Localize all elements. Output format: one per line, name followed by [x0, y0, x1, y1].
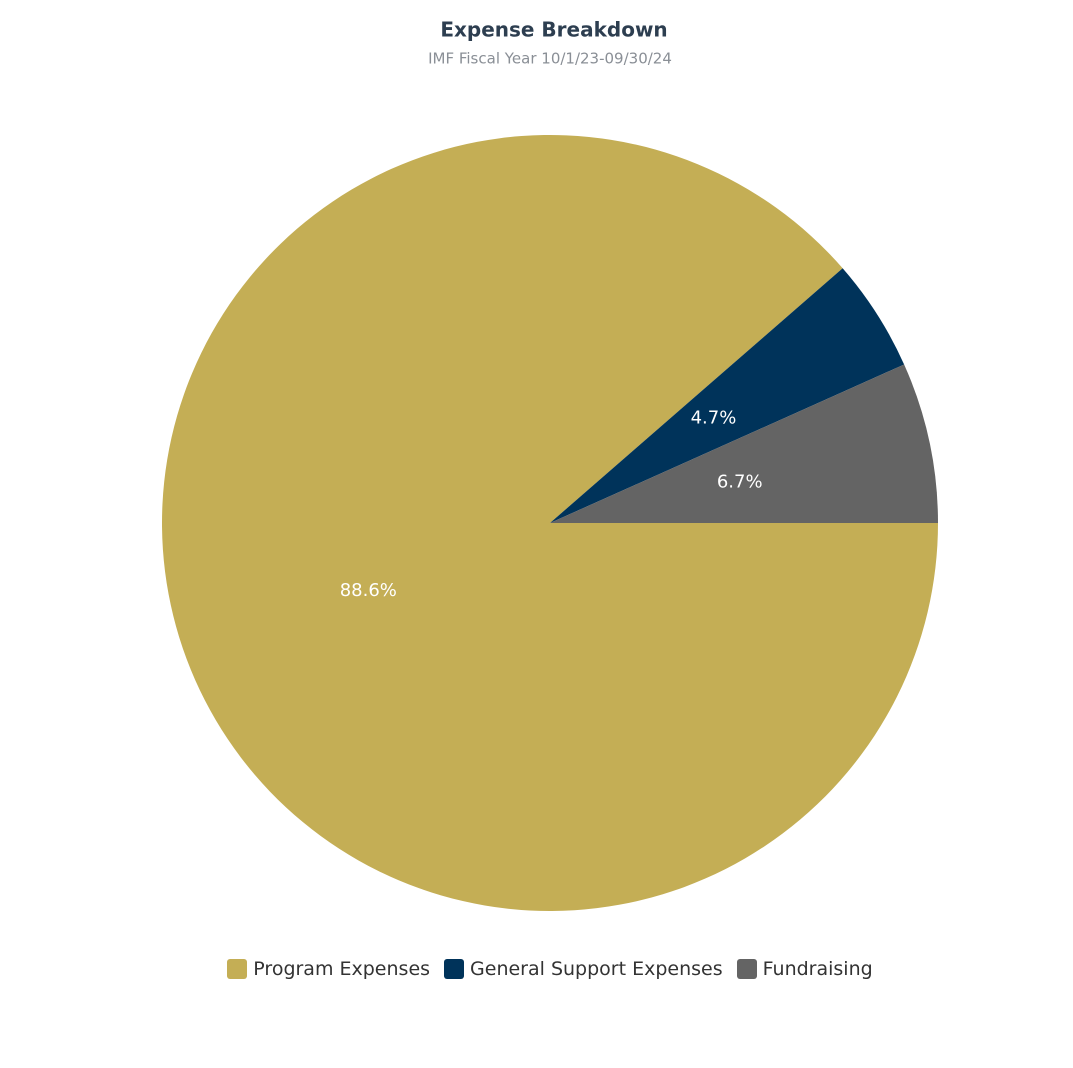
chart-subtitle: IMF Fiscal Year 10/1/23-09/30/24: [428, 50, 672, 68]
legend: Program Expenses General Support Expenses…: [0, 958, 1073, 980]
legend-item: Fundraising: [736, 958, 873, 980]
legend-label: Fundraising: [762, 958, 873, 980]
chart: Expense Breakdown IMF Fiscal Year 10/1/2…: [161, 18, 938, 912]
pie-slice: [550, 364, 938, 523]
legend-label: Program Expenses: [253, 958, 431, 980]
legend-label: General Support Expenses: [470, 958, 723, 980]
legend-item: Program Expenses: [227, 958, 430, 980]
legend-swatch: [736, 959, 757, 979]
pie-slice: [550, 268, 905, 523]
data-label: 4.7%: [691, 408, 737, 429]
chart-title: Expense Breakdown: [440, 18, 667, 42]
data-label: 88.6%: [340, 580, 397, 601]
legend-item: General Support Expenses: [444, 958, 723, 980]
data-label: 6.7%: [717, 471, 763, 492]
legend-swatch: [227, 959, 248, 979]
legend-swatch: [444, 959, 465, 979]
